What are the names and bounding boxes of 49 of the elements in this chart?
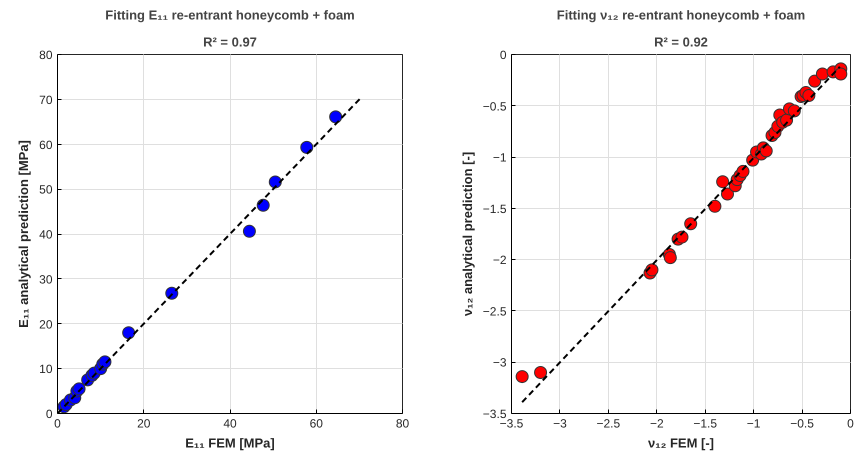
point <box>534 366 548 379</box>
chart-title: Fitting ν₁₂ re-entrant honeycomb + foam <box>556 8 806 22</box>
y-axis-title: E₁₁ analytical prediction [MPa] <box>16 140 32 328</box>
x-tick-label: 20 <box>137 416 151 430</box>
point <box>122 326 136 340</box>
x-axis-title: E₁₁ FEM [MPa] <box>185 436 275 450</box>
y-tick-label: −1.5 <box>482 202 507 216</box>
point <box>716 175 730 188</box>
y-tick-label: −2.5 <box>482 304 507 318</box>
y-tick-label: 40 <box>39 228 53 242</box>
chart-subtitle: R² = 0.92 <box>654 34 708 50</box>
point <box>834 68 848 80</box>
y-tick-label: 30 <box>39 272 53 286</box>
x-tick-label: −1.5 <box>693 416 718 430</box>
point <box>329 110 342 124</box>
y-axis-title: ν₁₂ analytical prediction [-] <box>460 152 475 316</box>
x-tick-label: 80 <box>396 416 410 430</box>
chart-subtitle: R² = 0.97 <box>203 34 257 50</box>
y-tick-label: −3 <box>492 356 507 370</box>
point <box>664 251 677 264</box>
x-tick-label: −2 <box>650 416 664 430</box>
y-tick-label: 10 <box>39 362 53 376</box>
x-tick-label: 40 <box>223 416 237 430</box>
point <box>760 144 773 158</box>
x-tick-label: 0 <box>54 416 62 430</box>
y-tick-label: 20 <box>39 317 53 332</box>
y-tick-label: 60 <box>39 138 53 152</box>
y-tick-label: 0 <box>46 407 53 421</box>
x-tick-label: −2.5 <box>596 416 621 430</box>
x-tick-label: −0.5 <box>790 416 814 430</box>
y-tick-label: 80 <box>39 48 53 62</box>
y-tick-label: 0 <box>500 48 507 62</box>
x-axis-title: ν₁₂ FEM [-] <box>648 436 714 450</box>
y-tick-label: −2 <box>492 253 507 268</box>
y-tick-label: 50 <box>39 182 53 197</box>
point <box>516 370 529 384</box>
y-tick-label: −0.5 <box>482 99 507 114</box>
x-tick-label: 0 <box>847 416 854 430</box>
x-tick-label: 60 <box>310 416 324 430</box>
y-tick-label: −3.5 <box>482 407 507 421</box>
point <box>816 68 829 80</box>
point <box>242 224 256 238</box>
point <box>708 200 722 213</box>
y-tick-label: −1 <box>492 150 507 165</box>
point <box>808 74 822 88</box>
x-tick-label: −1 <box>746 416 761 430</box>
x-tick-label: −3 <box>553 416 568 430</box>
y-tick-label: 70 <box>39 92 53 107</box>
chart-title: Fitting E₁₁ re-entrant honeycomb + foam <box>105 8 355 22</box>
